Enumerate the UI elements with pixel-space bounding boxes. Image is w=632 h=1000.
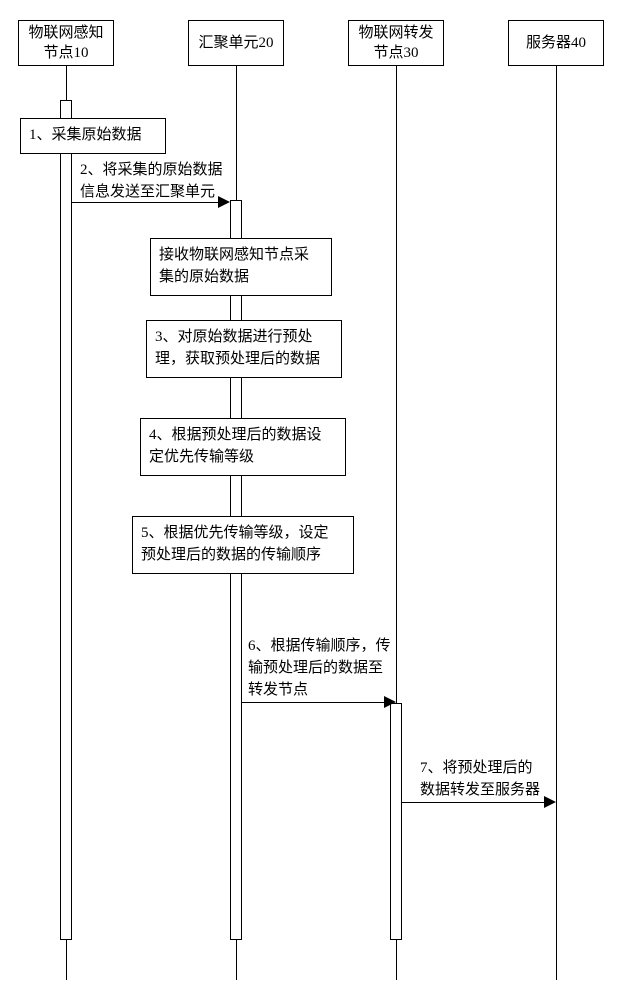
message-arrowhead-m2 xyxy=(218,196,230,208)
step-box-b2a: 接收物联网感知节点采集的原始数据 xyxy=(150,238,332,296)
message-arrowhead-m6 xyxy=(384,696,396,708)
lifeline-p4 xyxy=(556,66,557,980)
activation-p3 xyxy=(390,703,402,940)
message-arrow-m7 xyxy=(402,802,546,803)
message-label-m2: 2、将采集的原始数据信息发送至汇聚单元 xyxy=(80,160,223,204)
message-arrowhead-m7 xyxy=(544,796,556,808)
message-label-m6: 6、根据传输顺序，传输预处理后的数据至转发节点 xyxy=(248,636,391,701)
step-box-b4: 4、根据预处理后的数据设定优先传输等级 xyxy=(140,418,346,476)
step-box-b1: 1、采集原始数据 xyxy=(20,118,166,154)
step-box-b5: 5、根据优先传输等级，设定预处理后的数据的传输顺序 xyxy=(132,516,354,574)
activation-p1 xyxy=(60,100,72,940)
participant-p2: 汇聚单元20 xyxy=(188,20,284,66)
step-box-b3: 3、对原始数据进行预处理，获取预处理后的数据 xyxy=(146,320,342,378)
sequence-diagram: 物联网感知节点10 汇聚单元20 物联网转发节点30 服务器40 1、采集原始数据接收物… xyxy=(0,0,632,1000)
participant-p3: 物联网转发节点30 xyxy=(348,20,444,66)
message-arrow-m2 xyxy=(72,202,220,203)
message-arrow-m6 xyxy=(242,702,386,703)
message-label-m7: 7、将预处理后的数据转发至服务器 xyxy=(420,758,540,802)
participant-p4: 服务器40 xyxy=(508,20,604,66)
participant-p1: 物联网感知节点10 xyxy=(18,20,114,66)
